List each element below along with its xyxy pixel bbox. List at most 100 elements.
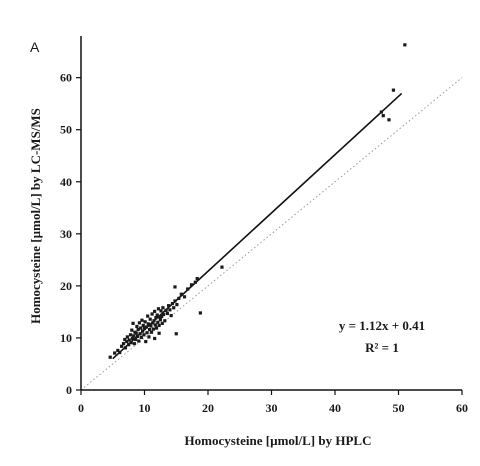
data-point — [134, 337, 138, 342]
data-point — [151, 321, 155, 325]
regression-line — [112, 92, 403, 360]
data-point — [381, 114, 385, 118]
data-point — [153, 336, 157, 341]
data-point — [198, 311, 202, 315]
data-point — [134, 331, 138, 335]
data-point — [131, 321, 135, 325]
regression-equation: y = 1.12x + 0.41 — [339, 318, 425, 333]
data-point — [160, 321, 164, 325]
data-point — [150, 312, 154, 316]
data-point — [159, 309, 163, 313]
identity-line — [80, 77, 463, 391]
data-point — [139, 335, 143, 340]
data-point — [151, 327, 155, 331]
data-point — [167, 304, 171, 308]
x-tick-label: 30 — [266, 401, 278, 415]
data-point — [130, 336, 135, 341]
data-point — [132, 342, 136, 346]
data-point — [156, 307, 161, 311]
data-point — [123, 337, 127, 342]
data-point — [120, 344, 124, 348]
x-tick-label: 50 — [393, 401, 405, 415]
data-point — [127, 343, 131, 347]
data-point — [161, 306, 165, 310]
data-point — [113, 351, 117, 355]
data-point — [135, 324, 139, 329]
y-tick-label: 50 — [60, 123, 72, 137]
y-tick-label: 10 — [60, 331, 72, 345]
data-point — [195, 276, 199, 281]
data-point — [154, 316, 158, 320]
data-point — [138, 332, 142, 336]
r-squared-label: R² = 1 — [365, 340, 399, 355]
data-point — [155, 313, 159, 317]
data-point — [142, 333, 146, 337]
data-point — [116, 348, 120, 353]
data-point — [108, 355, 112, 359]
data-point — [118, 350, 122, 355]
data-point — [173, 299, 177, 303]
data-point — [172, 306, 176, 310]
data-point — [379, 110, 383, 114]
y-tick-label: 0 — [66, 383, 72, 397]
data-point — [220, 265, 224, 269]
data-point — [140, 318, 144, 322]
chart-text: A Homocysteine [µmol/L] by HPLC Homocyst… — [28, 39, 425, 448]
y-tick-label: 40 — [60, 175, 72, 189]
data-point — [403, 43, 407, 47]
data-point — [130, 328, 134, 332]
data-point — [146, 314, 150, 318]
data-point — [146, 322, 150, 326]
data-point — [132, 334, 136, 338]
data-point — [160, 314, 164, 319]
data-point — [169, 313, 173, 318]
data-point — [156, 320, 160, 324]
data-point — [137, 339, 141, 343]
data-point — [139, 326, 143, 330]
data-point — [189, 283, 194, 287]
data-point — [161, 312, 166, 317]
data-point — [173, 285, 177, 289]
x-tick-label: 10 — [139, 401, 151, 415]
data-point — [391, 88, 396, 92]
data-point — [123, 346, 128, 350]
data-point — [144, 325, 149, 329]
data-point — [121, 342, 126, 346]
y-tick-label: 60 — [60, 71, 72, 85]
data-point — [186, 287, 190, 291]
data-point — [135, 334, 140, 338]
y-tick-label: 30 — [60, 227, 72, 241]
data-point — [179, 292, 183, 296]
data-point — [175, 303, 179, 307]
axes: 0 10 20 30 40 50 60 0 10 20 30 40 50 60 — [60, 36, 468, 415]
data-point — [157, 331, 161, 335]
data-point — [148, 317, 152, 321]
data-point — [141, 323, 145, 328]
data-point — [144, 339, 148, 344]
y-tick-label: 20 — [60, 279, 72, 293]
x-tick-label: 20 — [202, 401, 214, 415]
data-point — [127, 338, 131, 342]
data-point — [387, 118, 391, 122]
data-point — [145, 331, 149, 335]
x-tick-label: 40 — [329, 401, 341, 415]
data-point — [128, 333, 133, 337]
data-point — [165, 311, 169, 316]
data-point — [152, 319, 156, 323]
data-point — [137, 321, 142, 325]
data-point — [136, 328, 140, 332]
data-point — [149, 324, 153, 328]
data-point — [168, 308, 172, 312]
x-tick-label: 0 — [78, 401, 84, 415]
data-point — [147, 328, 152, 332]
data-point — [177, 296, 181, 300]
data-point — [158, 318, 162, 322]
data-point — [158, 315, 162, 319]
plot-area — [80, 43, 463, 391]
data-point — [164, 308, 168, 312]
data-point — [170, 301, 175, 306]
y-axis-title: Homocysteine [µmol/L] by LC-MS/MS — [28, 108, 43, 324]
data-point — [153, 309, 157, 313]
data-point — [174, 332, 178, 336]
